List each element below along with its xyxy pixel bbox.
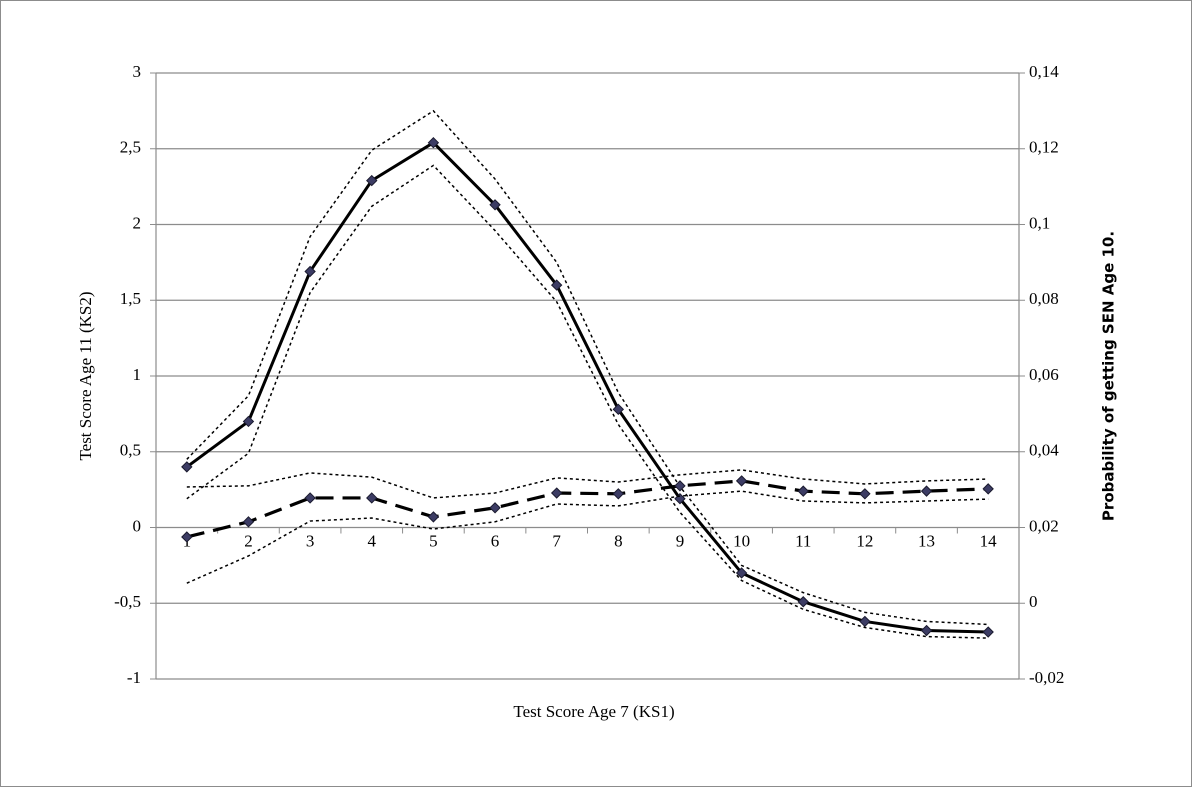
data-point	[797, 596, 809, 608]
data-point	[920, 624, 933, 637]
data-point	[304, 492, 316, 504]
x-tick-label: 2	[244, 531, 253, 550]
y-tick-label: 1	[133, 365, 142, 384]
x-tick-label: 11	[795, 531, 811, 550]
data-point	[982, 626, 994, 638]
y2-axis-title: Probability of getting SEN Age 10.	[1100, 231, 1118, 521]
data-point	[674, 493, 686, 505]
data-point	[920, 485, 933, 497]
data-point	[242, 415, 255, 428]
y2-tick-label: 0,04	[1029, 441, 1059, 460]
data-point	[366, 492, 378, 504]
x-tick-label: 4	[368, 531, 377, 550]
x-tick-label: 10	[733, 531, 750, 550]
y-tick-label: 2	[133, 213, 142, 232]
data-point	[181, 531, 193, 543]
y2-tick-label: 0,14	[1029, 62, 1059, 81]
data-point	[859, 615, 871, 628]
y-tick-label: 1,5	[120, 289, 141, 308]
data-point	[181, 461, 193, 473]
data-point	[489, 502, 501, 514]
x-tick-label: 5	[429, 531, 438, 550]
y2-tick-label: 0,1	[1029, 213, 1050, 232]
data-point	[735, 567, 748, 579]
data-point	[427, 136, 440, 149]
x-tick-label: 3	[306, 531, 315, 550]
y2-tick-label: 0,12	[1029, 138, 1059, 157]
data-point	[550, 487, 563, 499]
data-point	[427, 511, 440, 523]
series-line	[186, 164, 989, 639]
x-tick-label: 14	[980, 531, 998, 550]
data-point	[797, 485, 809, 497]
y-axis-title: Test Score Age 11 (KS2)	[76, 291, 95, 460]
y-tick-label: 2,5	[120, 138, 141, 157]
data-point	[859, 488, 871, 500]
data-point	[735, 475, 748, 487]
x-tick-label: 12	[856, 531, 873, 550]
y-tick-label: -1	[127, 668, 141, 687]
y2-tick-label: 0,08	[1029, 289, 1059, 308]
y2-tick-label: -0,02	[1029, 668, 1064, 687]
series-line	[186, 469, 989, 499]
x-tick-label: 8	[614, 531, 623, 550]
x-axis-title: Test Score Age 7 (KS1)	[513, 702, 674, 721]
series-line	[186, 479, 989, 539]
y-tick-label: 3	[133, 62, 142, 81]
y-tick-label: 0,5	[120, 441, 141, 460]
data-point	[489, 199, 501, 211]
x-tick-label: 7	[552, 531, 561, 550]
x-tick-label: 13	[918, 531, 935, 550]
x-tick-label: 6	[491, 531, 500, 550]
data-point	[242, 516, 255, 528]
series-line	[185, 140, 989, 634]
data-point	[612, 488, 625, 500]
series-line	[186, 109, 989, 626]
y-tick-label: -0,5	[114, 592, 141, 611]
data-point	[366, 174, 378, 187]
y-tick-label: 0	[133, 516, 142, 535]
x-tick-label: 9	[676, 531, 685, 550]
y2-tick-label: 0,02	[1029, 516, 1059, 535]
data-point	[674, 480, 686, 492]
data-point	[982, 483, 994, 495]
y2-tick-label: 0	[1029, 592, 1038, 611]
data-point	[612, 403, 625, 416]
data-point	[550, 279, 563, 291]
y2-tick-label: 0,06	[1029, 365, 1059, 384]
data-point	[304, 265, 316, 278]
